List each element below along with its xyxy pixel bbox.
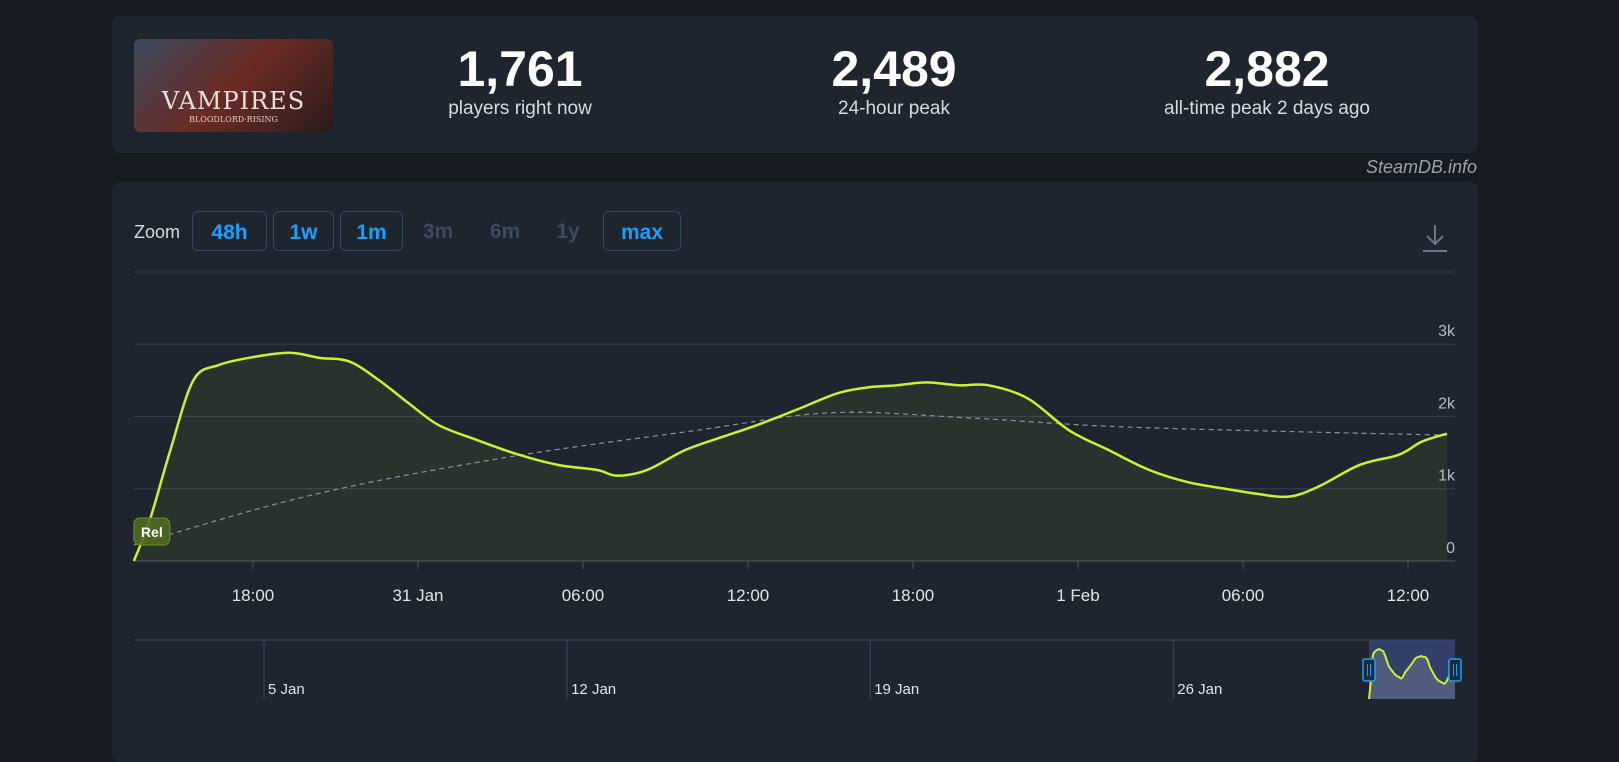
x-tick-label: 06:00 xyxy=(562,586,605,605)
series-area xyxy=(133,352,1447,561)
y-tick-label: 2k xyxy=(1438,395,1456,412)
chart-panel xyxy=(112,182,1478,762)
release-flag xyxy=(133,517,171,546)
zoom-label: Zoom xyxy=(134,222,181,242)
stat-value: 1,761 xyxy=(457,41,583,97)
x-tick-label: 06:00 xyxy=(1222,586,1265,605)
y-tick-label: 1k xyxy=(1438,468,1456,485)
stat-label: players right now xyxy=(448,98,592,119)
navigator-line xyxy=(1368,648,1456,700)
navigator-area xyxy=(1369,649,1455,699)
release-flag-label: Rel xyxy=(141,524,163,540)
zoom-48h-button[interactable]: 48h xyxy=(192,211,267,251)
game-logo-text: VAMPIRES xyxy=(161,87,306,115)
stat-current-players: 1,761 players right now xyxy=(370,42,670,120)
x-tick-label: 12:00 xyxy=(727,586,770,605)
player-count-line xyxy=(132,351,1448,562)
navigator-right-handle[interactable] xyxy=(1448,658,1462,682)
stats-panel: VAMPIRES BLOODLORD·RISING 1,761 players … xyxy=(112,16,1478,153)
navigator-left-handle[interactable] xyxy=(1362,658,1376,682)
x-tick-label: 12:00 xyxy=(1387,586,1430,605)
zoom-6m-button: 6m xyxy=(475,211,535,251)
trend-line xyxy=(133,411,1447,546)
navigator-tick-label: 12 Jan xyxy=(571,681,616,698)
zoom-3m-button: 3m xyxy=(409,211,467,251)
navigator-tick-label: 5 Jan xyxy=(268,681,305,698)
stat-24h-peak: 2,489 24-hour peak xyxy=(744,42,1044,120)
navigator-tick-label: 26 Jan xyxy=(1177,681,1222,698)
stat-value: 2,882 xyxy=(1204,41,1330,97)
stat-all-time-peak: 2,882 all-time peak 2 days ago xyxy=(1117,42,1417,120)
y-tick-label: 3k xyxy=(1438,323,1456,340)
zoom-max-button[interactable]: max xyxy=(603,211,681,251)
zoom-1w-button[interactable]: 1w xyxy=(273,211,334,251)
x-tick-label: 1 Feb xyxy=(1056,586,1099,605)
zoom-1m-button[interactable]: 1m xyxy=(340,211,403,251)
stat-label: 24-hour peak xyxy=(838,98,950,119)
x-tick-label: 31 Jan xyxy=(392,586,443,605)
x-tick-label: 18:00 xyxy=(892,586,935,605)
zoom-1y-button: 1y xyxy=(542,211,594,251)
stat-label: all-time peak 2 days ago xyxy=(1164,98,1370,119)
navigator-tick-label: 19 Jan xyxy=(874,681,919,698)
steamdb-credit-link[interactable]: SteamDB.info xyxy=(1365,157,1477,177)
stat-value: 2,489 xyxy=(831,41,957,97)
download-icon[interactable] xyxy=(1420,222,1450,254)
game-logo-subtitle: BLOODLORD·RISING xyxy=(189,115,278,124)
x-tick-label: 18:00 xyxy=(232,586,275,605)
game-thumbnail[interactable]: VAMPIRES BLOODLORD·RISING xyxy=(134,39,333,132)
y-tick-label: 0 xyxy=(1446,540,1455,557)
navigator-selection xyxy=(1369,640,1455,699)
